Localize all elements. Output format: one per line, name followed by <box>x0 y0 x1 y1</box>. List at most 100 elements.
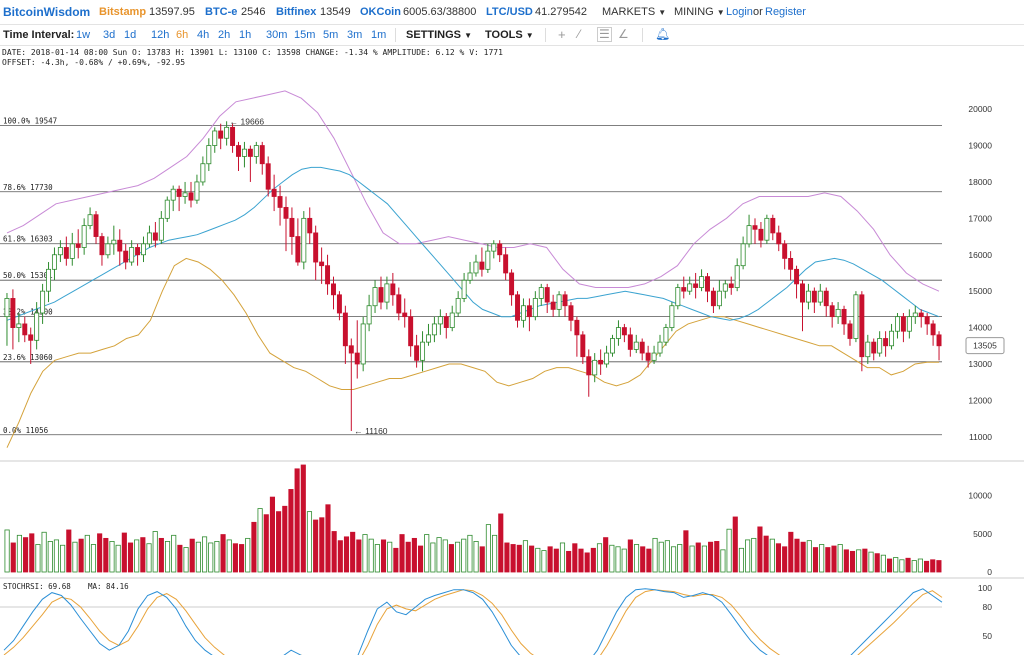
interval-5m[interactable]: 5m <box>323 29 339 41</box>
interval-1d[interactable]: 1d <box>124 29 137 41</box>
candle-body <box>497 243 503 256</box>
volume-bar <box>72 541 78 573</box>
candle-body <box>158 217 164 241</box>
volume-bar <box>183 547 189 573</box>
candle-body <box>22 323 28 336</box>
candle-body <box>277 196 283 208</box>
volume-bar <box>374 544 380 573</box>
hline-icon[interactable]: ☰ <box>597 27 612 42</box>
interval-2h[interactable]: 2h <box>218 29 231 41</box>
candle-body <box>455 298 461 314</box>
candle-body <box>705 276 710 292</box>
interval-3m[interactable]: 3m <box>347 29 363 41</box>
ticker-btce-name[interactable]: BTC-e <box>205 6 238 18</box>
volume-bar <box>269 496 276 573</box>
candle-body <box>396 294 402 314</box>
candle-body <box>236 145 241 157</box>
interval-1w[interactable]: 1w <box>76 29 91 41</box>
candle-body <box>182 192 188 197</box>
volume-bar <box>775 543 782 573</box>
current-price-label: 13505 <box>973 341 997 351</box>
top-bar: BitcoinWisdom Bitstamp 13597.95 BTC-e 25… <box>0 0 1024 25</box>
candle-body <box>28 334 34 341</box>
interval-3d[interactable]: 3d <box>103 29 116 41</box>
price-axis-label: 15000 <box>968 286 992 296</box>
candle-body <box>538 287 544 299</box>
candle-body <box>485 250 491 270</box>
toolbar: Time Interval: 1w 3d 1d 12h 6h 4h 2h 1h … <box>0 25 1024 46</box>
candle-body <box>681 287 687 292</box>
candle-body <box>218 130 224 139</box>
candle-body <box>782 243 788 259</box>
volume-bar <box>874 553 880 573</box>
candle-body <box>360 323 366 365</box>
candle-body <box>663 327 669 343</box>
volume-bar <box>862 548 868 573</box>
volume-bar <box>97 533 103 573</box>
fib-icon[interactable]: ∠ <box>618 27 629 41</box>
toolbar-divider <box>642 28 643 42</box>
volume-bar <box>53 539 60 573</box>
volume-bar <box>356 539 362 573</box>
ticker-ltcusd-name[interactable]: LTC/USD <box>486 6 533 18</box>
chevron-down-icon: ▼ <box>464 31 472 40</box>
volume-bar <box>387 541 393 573</box>
plus-icon[interactable]: + <box>558 27 566 42</box>
candle-body <box>544 287 550 303</box>
candle-body <box>152 232 158 241</box>
tools-button[interactable]: TOOLS ▼ <box>485 29 534 41</box>
ticker-okcoin-name[interactable]: OKCoin <box>360 6 401 18</box>
interval-1m[interactable]: 1m <box>371 29 387 41</box>
volume-bar <box>745 539 751 573</box>
time-interval-label: Time Interval: <box>3 29 75 41</box>
volume-bar <box>362 534 368 573</box>
brand-logo[interactable]: BitcoinWisdom <box>3 5 91 19</box>
volume-bar <box>331 531 337 573</box>
candle-body <box>206 145 212 165</box>
ticker-bitfinex-name[interactable]: Bitfinex <box>276 6 317 18</box>
candle-body <box>57 247 63 256</box>
stoch-ma-line <box>3 589 943 655</box>
interval-15m[interactable]: 15m <box>294 29 316 41</box>
upper-band-line <box>6 90 940 292</box>
interval-12h[interactable]: 12h <box>151 29 170 41</box>
stoch-axis-label: 100 <box>978 583 992 593</box>
candle-body <box>788 257 794 270</box>
volume-bar <box>868 551 874 573</box>
interval-4h[interactable]: 4h <box>197 29 210 41</box>
candle-body <box>900 316 906 332</box>
candle-body <box>449 312 455 328</box>
volume-bar <box>201 536 208 573</box>
interval-1h[interactable]: 1h <box>239 29 252 41</box>
settings-button[interactable]: SETTINGS ▼ <box>406 29 472 41</box>
candle-body <box>639 341 645 354</box>
candle-body <box>259 145 265 165</box>
login-link[interactable]: Login <box>726 6 753 18</box>
bell-icon[interactable]: 🔔︎ <box>655 27 671 41</box>
markets-menu[interactable]: MARKETS ▼ <box>602 6 666 18</box>
volume-bar <box>695 542 701 573</box>
interval-6h[interactable]: 6h <box>176 29 189 41</box>
candle-body <box>46 268 52 292</box>
volume-bar <box>35 544 41 573</box>
volume-bar <box>343 536 350 573</box>
ticker-bitstamp-name[interactable]: Bitstamp <box>99 6 147 18</box>
volume-bar <box>226 539 232 573</box>
volume-bar <box>152 531 158 573</box>
stoch-axis-label: 50 <box>983 631 993 641</box>
candle-body <box>253 145 259 157</box>
ticker-okcoin-value: 6005.63/38800 <box>403 6 477 18</box>
line-icon[interactable]: ⁄ <box>578 27 581 41</box>
volume-bar <box>146 543 152 573</box>
interval-30m[interactable]: 30m <box>266 29 288 41</box>
candle-body <box>520 305 526 321</box>
register-link[interactable]: Register <box>765 6 806 18</box>
candle-body <box>194 181 200 201</box>
volume-bar <box>195 541 201 573</box>
volume-bar <box>633 544 640 573</box>
mining-menu[interactable]: MINING ▼ <box>674 6 725 18</box>
candle-body <box>871 341 877 354</box>
candle-body <box>764 217 770 241</box>
volume-bar <box>609 544 615 573</box>
